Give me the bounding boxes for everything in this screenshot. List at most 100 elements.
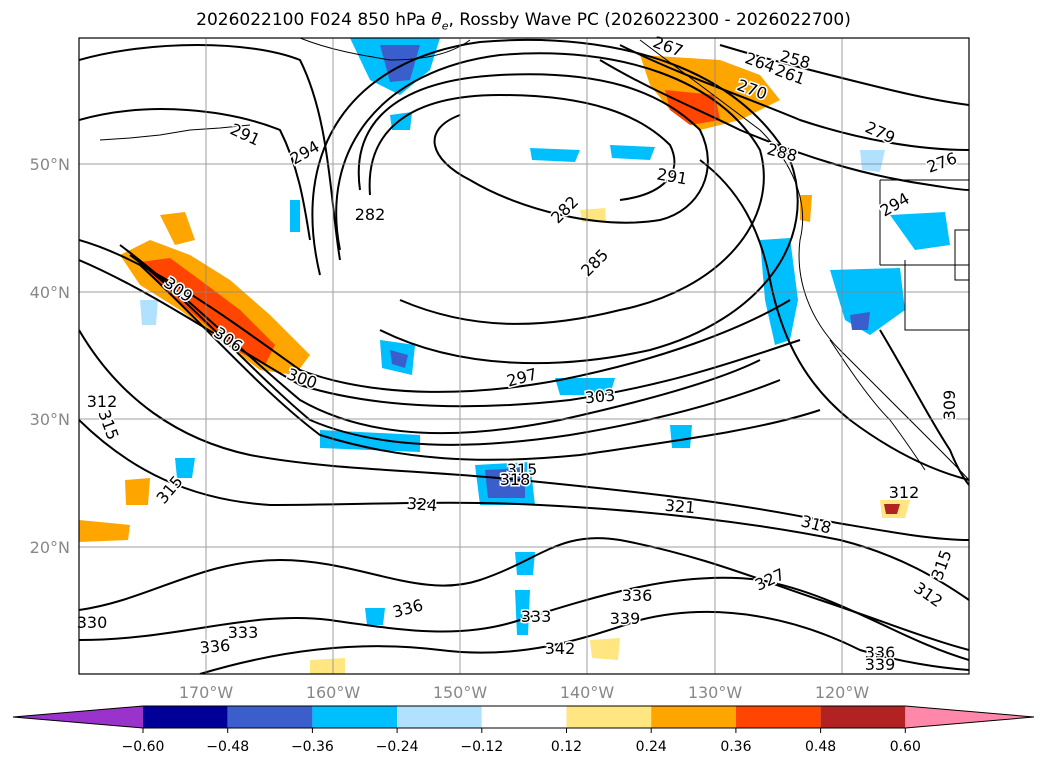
contour-label: 327 [752,564,788,594]
contour-label: 288 [765,139,799,165]
contour-label: 312 [889,483,920,502]
colorbar-bin [651,706,736,728]
cold-anomaly-small [365,608,385,625]
warm-anomaly-west-edge [79,520,130,542]
lon-axis-labels: 170°W 160°W 150°W 140°W 130°W 120°W [179,683,870,702]
contour-line [119,244,761,435]
contour-line [79,576,969,661]
colorbar-tick-label: 0.48 [805,739,836,755]
contour-line [599,59,969,191]
colorbar-tick-label: 0.36 [720,739,751,755]
contour-line [368,93,676,201]
contour-label: 312 [87,392,118,411]
theta-e-contours [79,38,969,674]
warm-anomaly-small [884,504,900,514]
contour-label: 309 [940,390,959,421]
cold-anomaly-land-core [850,312,870,330]
contour-label: 282 [355,205,386,224]
cold-anomaly-small [390,350,408,368]
cold-anomaly-small [530,148,580,162]
coastlines [99,38,969,481]
contour-label: 330 [77,613,108,632]
contour-line [199,611,969,674]
colorbar-tick-label: −0.60 [122,739,165,755]
colorbar-bin [481,706,567,728]
cold-anomaly-small [175,458,195,478]
contour-label: 339 [610,609,641,628]
colorbar [12,705,1035,729]
contour-line [79,44,341,261]
contour-label: 285 [577,245,612,280]
contour-label: 291 [655,164,688,188]
warm-anomaly-small [125,478,150,505]
cold-anomaly-land [830,268,905,335]
contour-line [719,44,969,106]
contour-line [79,419,969,601]
contour-label: 291 [227,119,263,149]
colorbar-extend-low [13,706,143,728]
lat-label: 20°N [30,538,70,557]
contour-line [879,329,969,486]
cold-anomaly-small [290,200,300,232]
contour-label: 297 [505,364,539,390]
contour-label: 336 [622,586,653,605]
contour-label: 339 [865,655,896,674]
contour-line [79,259,801,408]
contour-line [335,52,765,325]
contour-label: 336 [199,636,231,658]
contour-label: 336 [865,643,896,662]
contour-line [699,159,969,481]
lon-label: 140°W [560,683,615,702]
lon-label: 170°W [179,683,234,702]
contour-label: 315 [927,547,955,582]
colorbar-tick-label: 0.24 [636,739,667,755]
coastline-aleutians [99,124,251,141]
contour-line [79,108,311,241]
colorbar-tick-label: −0.48 [206,739,249,755]
cold-anomaly-band [320,430,420,452]
contour-label: 333 [521,607,552,626]
lat-label: 30°N [30,410,70,429]
contour-label: 321 [664,496,696,518]
contour-label: 315 [507,460,538,479]
warm-anomaly-small [590,638,620,660]
contour-line [79,537,969,651]
contour-line [79,329,969,541]
lon-label: 160°W [306,683,361,702]
colorbar-tick-label: −0.24 [376,739,419,755]
lon-label: 120°W [815,683,870,702]
coastline-baja [829,339,926,471]
contour-label: 276 [924,148,959,176]
warm-anomaly-small [310,658,345,674]
contour-label: 312 [910,578,946,611]
warm-anomaly-fringe [160,212,195,245]
colorbar-tick-label: 0.12 [551,739,582,755]
colorbar-tick-label: 0.60 [890,739,921,755]
contour-line [619,44,969,151]
cold-anomaly-small [555,378,615,395]
shaded-anomalies [79,38,950,674]
contour-label: 303 [584,386,616,408]
colorbar-extend-high [905,706,1034,728]
lon-label: 150°W [433,683,488,702]
cold-anomaly-small [670,425,692,448]
colorbar-bin [566,706,652,728]
contour-label: 282 [547,192,582,227]
lat-label: 50°N [30,155,70,174]
colorbar-tick-label: −0.36 [291,739,334,755]
lat-axis-labels: 50°N 40°N 30°N 20°N [30,155,70,557]
map-title: 2026022100 F024 850 hPa θe, Rossby Wave … [196,10,851,33]
cold-anomaly-central-core [485,468,525,498]
coastline-alaska [299,38,471,61]
colorbar-bin [735,706,821,728]
colorbar-bin [312,706,398,728]
cold-anomaly-small [860,150,885,172]
lat-label: 40°N [30,283,70,302]
contour-label: 300 [285,364,320,392]
colorbar-ticks: −0.60 −0.48 −0.36 −0.24 −0.12 0.12 0.24 0.36 0.4… [122,728,921,755]
contour-label: 336 [391,595,425,621]
state-line [879,179,969,331]
lon-label: 130°W [688,683,743,702]
colorbar-bin [227,706,313,728]
